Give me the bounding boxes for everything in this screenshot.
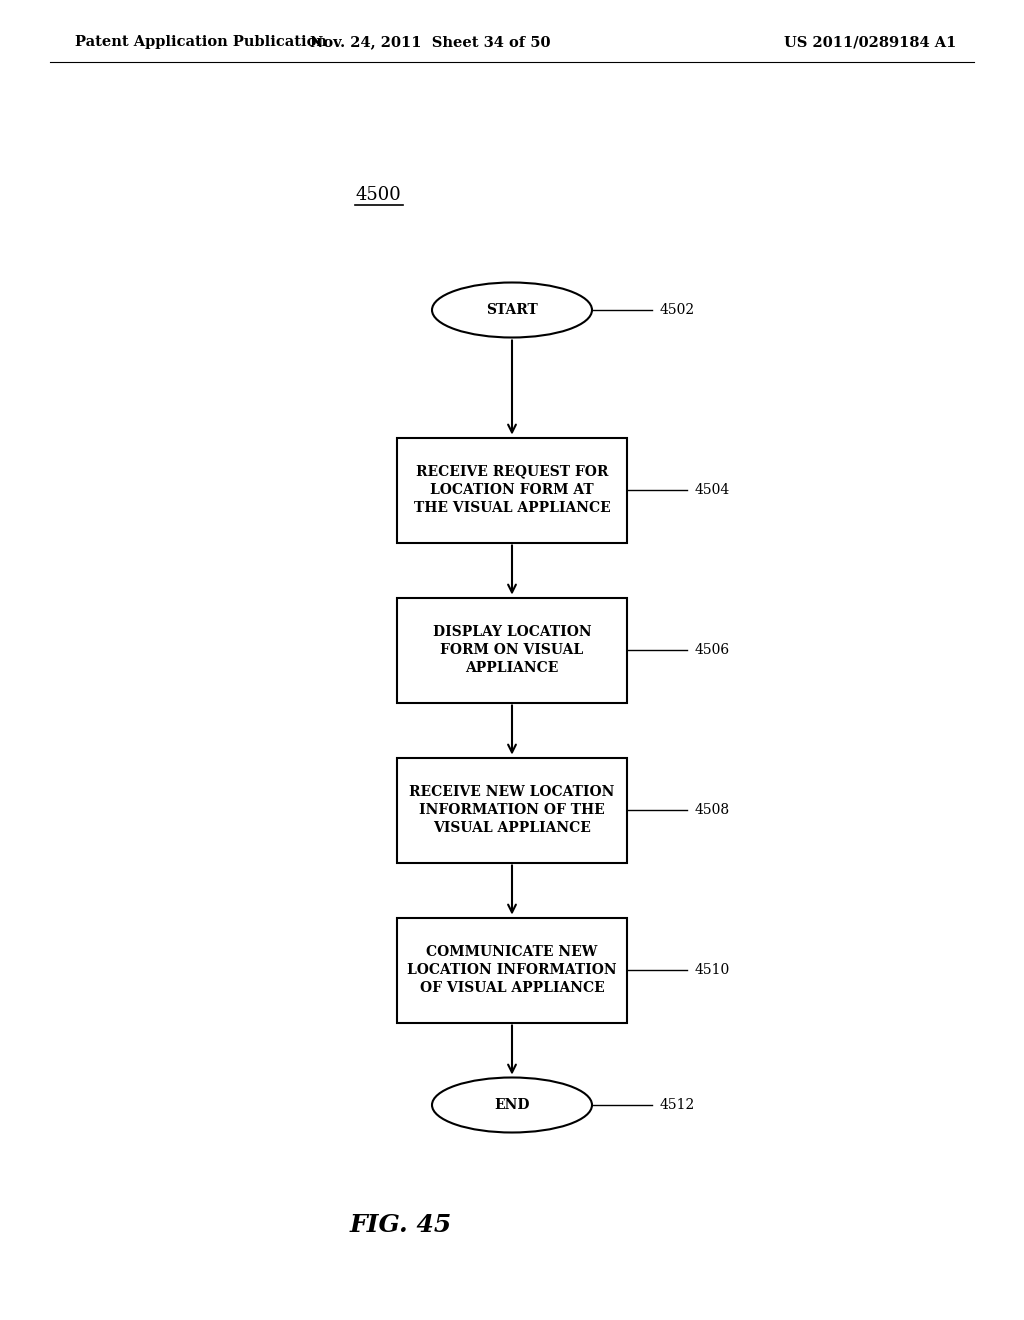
Text: Nov. 24, 2011  Sheet 34 of 50: Nov. 24, 2011 Sheet 34 of 50 (309, 36, 550, 49)
FancyBboxPatch shape (397, 437, 627, 543)
Text: END: END (495, 1098, 529, 1111)
Text: DISPLAY LOCATION
FORM ON VISUAL
APPLIANCE: DISPLAY LOCATION FORM ON VISUAL APPLIANC… (433, 624, 591, 676)
Text: COMMUNICATE NEW
LOCATION INFORMATION
OF VISUAL APPLIANCE: COMMUNICATE NEW LOCATION INFORMATION OF … (408, 945, 616, 995)
FancyBboxPatch shape (397, 758, 627, 862)
Ellipse shape (432, 1077, 592, 1133)
Text: 4506: 4506 (695, 643, 730, 657)
Text: RECEIVE REQUEST FOR
LOCATION FORM AT
THE VISUAL APPLIANCE: RECEIVE REQUEST FOR LOCATION FORM AT THE… (414, 465, 610, 515)
Text: 4502: 4502 (660, 304, 695, 317)
Ellipse shape (432, 282, 592, 338)
Text: US 2011/0289184 A1: US 2011/0289184 A1 (783, 36, 956, 49)
Text: Patent Application Publication: Patent Application Publication (75, 36, 327, 49)
Text: RECEIVE NEW LOCATION
INFORMATION OF THE
VISUAL APPLIANCE: RECEIVE NEW LOCATION INFORMATION OF THE … (410, 784, 614, 836)
Text: 4500: 4500 (355, 186, 400, 205)
Text: 4504: 4504 (695, 483, 730, 498)
Text: 4512: 4512 (660, 1098, 695, 1111)
FancyBboxPatch shape (397, 917, 627, 1023)
Text: FIG. 45: FIG. 45 (350, 1213, 453, 1237)
Text: 4510: 4510 (695, 964, 730, 977)
Text: 4508: 4508 (695, 803, 730, 817)
FancyBboxPatch shape (397, 598, 627, 702)
Text: START: START (486, 304, 538, 317)
